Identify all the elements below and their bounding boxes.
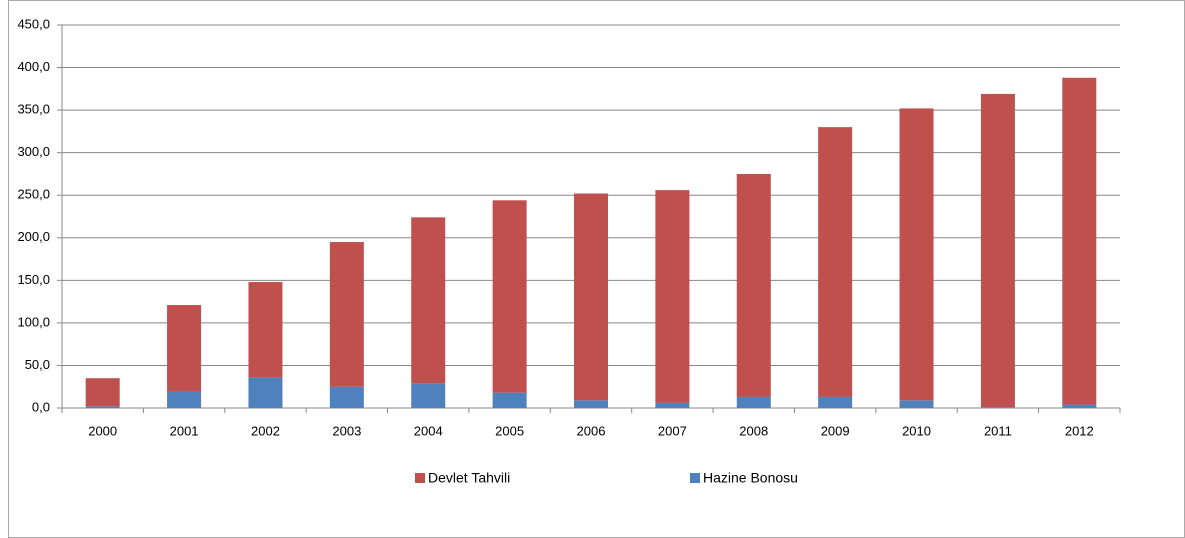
y-tick-label: 450,0	[17, 16, 50, 31]
y-tick-label: 350,0	[17, 102, 50, 117]
x-tick-label: 2010	[902, 423, 931, 438]
bar-segment	[655, 190, 690, 403]
bar-segment	[899, 400, 934, 408]
x-tick-label: 2002	[251, 423, 280, 438]
bar-segment	[818, 396, 853, 408]
bar-segment	[85, 378, 120, 407]
bar-segment	[899, 108, 934, 401]
x-tick-label: 2009	[821, 423, 850, 438]
x-tick-label: 2004	[414, 423, 443, 438]
y-tick-label: 250,0	[17, 187, 50, 202]
bar-segment	[411, 383, 446, 408]
bar-segment	[329, 386, 364, 408]
x-tick-label: 2005	[495, 423, 524, 438]
bar-segment	[248, 282, 283, 378]
y-tick-label: 400,0	[17, 59, 50, 74]
bar-segment	[1062, 77, 1097, 405]
x-tick-label: 2001	[170, 423, 199, 438]
y-tick-label: 150,0	[17, 272, 50, 287]
x-tick-label: 2000	[88, 423, 117, 438]
bar-segment	[980, 93, 1015, 408]
bar-segment	[85, 406, 120, 408]
x-tick-label: 2003	[332, 423, 361, 438]
x-tick-label: 2011	[984, 423, 1012, 438]
bar-segment	[736, 396, 771, 408]
legend-label: Hazine Bonosu	[703, 470, 798, 486]
bar-segment	[411, 217, 446, 384]
bar-segment	[736, 173, 771, 397]
bar-segment	[492, 200, 527, 393]
x-tick-label: 2007	[658, 423, 687, 438]
x-tick-label: 2012	[1065, 423, 1094, 438]
bar-segment	[492, 392, 527, 408]
legend-label: Devlet Tahvili	[428, 470, 510, 486]
bar-segment	[329, 242, 364, 387]
y-tick-label: 100,0	[17, 314, 50, 329]
bar-segment	[167, 305, 202, 391]
x-tick-label: 2008	[739, 423, 768, 438]
y-tick-label: 50,0	[25, 357, 50, 372]
bar-segment	[248, 377, 283, 408]
bar-segment	[818, 127, 853, 397]
bar-segment	[574, 193, 608, 401]
bar-segment	[1062, 404, 1097, 408]
legend-swatch	[690, 473, 700, 483]
bar-segment	[655, 402, 690, 408]
bar-segment	[980, 407, 1015, 408]
bar-segment	[167, 390, 202, 408]
y-tick-label: 200,0	[17, 229, 50, 244]
y-tick-label: 0,0	[32, 399, 50, 414]
legend-swatch	[415, 473, 425, 483]
x-tick-label: 2006	[577, 423, 606, 438]
bar-segment	[574, 400, 608, 408]
y-tick-label: 300,0	[17, 144, 50, 159]
